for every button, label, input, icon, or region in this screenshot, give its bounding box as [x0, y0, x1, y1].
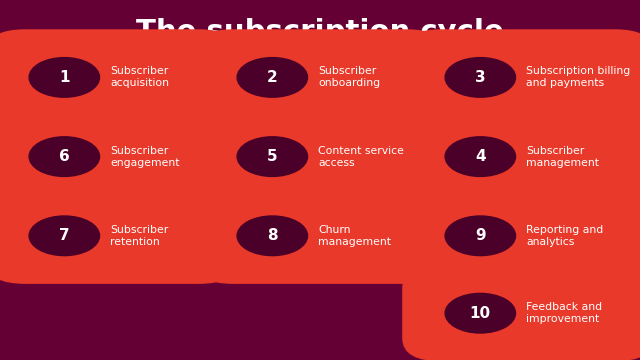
Text: Subscriber
management: Subscriber management	[526, 145, 599, 168]
Circle shape	[29, 216, 100, 256]
Text: 1: 1	[59, 70, 70, 85]
Circle shape	[445, 137, 516, 176]
Text: Churn
management: Churn management	[318, 225, 391, 247]
FancyBboxPatch shape	[404, 110, 640, 203]
Circle shape	[237, 58, 307, 97]
Text: Subscriber
engagement: Subscriber engagement	[110, 145, 180, 168]
Text: Subscriber
retention: Subscriber retention	[110, 225, 168, 247]
Text: 7: 7	[59, 228, 70, 243]
Text: 3: 3	[475, 70, 486, 85]
FancyBboxPatch shape	[196, 189, 444, 282]
FancyBboxPatch shape	[404, 267, 640, 360]
Text: 8: 8	[267, 228, 278, 243]
FancyBboxPatch shape	[0, 189, 236, 282]
Circle shape	[29, 58, 100, 97]
Text: 4: 4	[475, 149, 486, 164]
Text: 2: 2	[267, 70, 278, 85]
Circle shape	[445, 216, 516, 256]
Text: Reporting and
analytics: Reporting and analytics	[526, 225, 604, 247]
FancyBboxPatch shape	[196, 110, 444, 203]
Circle shape	[29, 137, 100, 176]
FancyBboxPatch shape	[196, 31, 444, 124]
Text: The subscription cycle: The subscription cycle	[136, 18, 504, 46]
Circle shape	[445, 293, 516, 333]
Text: Subscriber
onboarding: Subscriber onboarding	[318, 66, 380, 89]
Circle shape	[237, 137, 307, 176]
FancyBboxPatch shape	[404, 189, 640, 282]
Text: 5: 5	[267, 149, 278, 164]
Text: Content service
access: Content service access	[318, 145, 404, 168]
FancyBboxPatch shape	[0, 31, 236, 124]
Text: Subscriber
acquisition: Subscriber acquisition	[110, 66, 169, 89]
Text: 9: 9	[475, 228, 486, 243]
Text: Feedback and
improvement: Feedback and improvement	[526, 302, 602, 324]
Circle shape	[237, 216, 307, 256]
FancyBboxPatch shape	[0, 110, 236, 203]
FancyBboxPatch shape	[404, 31, 640, 124]
Text: Subscription billing
and payments: Subscription billing and payments	[526, 66, 630, 89]
Text: 6: 6	[59, 149, 70, 164]
Text: 10: 10	[470, 306, 491, 321]
Circle shape	[445, 58, 516, 97]
